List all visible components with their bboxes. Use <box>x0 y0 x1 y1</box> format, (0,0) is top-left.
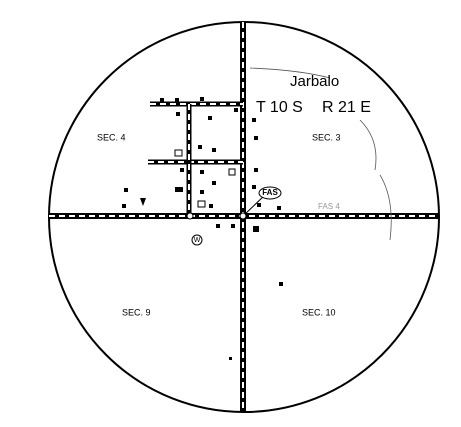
section-label: SEC. 9 <box>122 307 151 317</box>
range: R 21 E <box>322 99 371 116</box>
place-name: Jarbalo <box>290 73 339 90</box>
section-label: SEC. 4 <box>97 132 126 142</box>
township: T 10 S <box>256 99 303 116</box>
section-label: SEC. 10 <box>302 307 336 317</box>
route-label: FAS <box>262 188 278 197</box>
section-label: SEC. 3 <box>312 132 341 142</box>
route-label: FAS 4 <box>318 202 340 211</box>
map: Jarbalo T 10 S R 21 E SEC. 4 SEC. 3 SEC.… <box>0 0 461 427</box>
symbol: W <box>194 237 201 244</box>
